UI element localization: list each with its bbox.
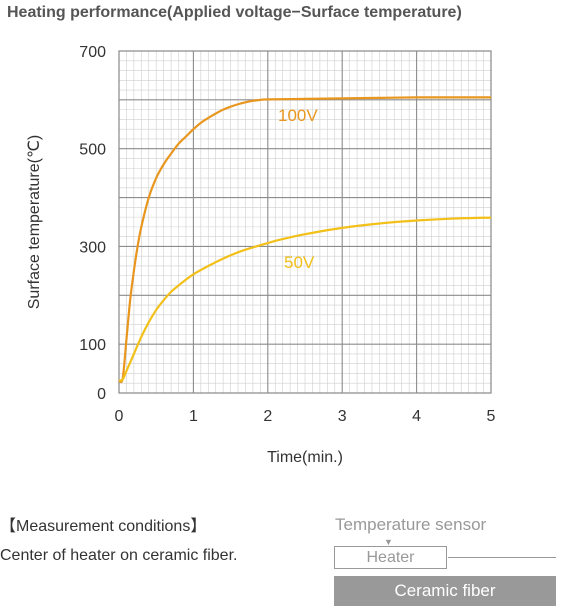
y-tick-label: 0 <box>97 386 106 403</box>
y-tick-label: 300 <box>79 239 106 256</box>
series-line-100v <box>117 96 491 384</box>
series-line-50v <box>118 216 492 382</box>
y-tick-label: 700 <box>79 44 106 61</box>
y-tick-label: 500 <box>79 142 106 159</box>
x-axis-label: Time(min.) <box>267 449 343 466</box>
conditions-heading: 【Measurement conditions】 <box>0 518 207 535</box>
y-axis-label: Surface temperature(℃) <box>26 135 43 309</box>
series-label-50v: 50V <box>284 253 315 272</box>
series-label-100v: 100V <box>278 106 318 125</box>
x-tick-label: 2 <box>263 408 272 425</box>
series-layer: 100V 50V <box>117 96 492 384</box>
x-tick-labels: 0 1 2 3 4 5 <box>115 408 496 425</box>
x-tick-label: 5 <box>487 408 496 425</box>
grid-minor <box>119 51 491 393</box>
x-tick-label: 1 <box>189 408 198 425</box>
x-tick-label: 4 <box>412 408 421 425</box>
heater-box: Heater <box>334 546 447 569</box>
plot-frame <box>118 50 492 394</box>
heater-lead-line <box>448 557 556 558</box>
grid-major <box>119 51 491 393</box>
temperature-sensor-label: Temperature sensor <box>335 515 487 534</box>
y-tick-label: 100 <box>79 337 106 354</box>
y-tick-labels: 0 100 300 500 700 <box>79 44 106 403</box>
ceramic-fiber-box: Ceramic fiber <box>334 576 556 606</box>
conditions-description: Center of heater on ceramic fiber. <box>0 547 238 564</box>
x-tick-label: 0 <box>115 408 124 425</box>
sensor-arrow-icon: ▼ <box>384 537 393 547</box>
x-tick-label: 3 <box>338 408 347 425</box>
chart-title: Heating performance(Applied voltage−Surf… <box>7 4 462 21</box>
chart: Heating performance(Applied voltage−Surf… <box>7 4 496 466</box>
